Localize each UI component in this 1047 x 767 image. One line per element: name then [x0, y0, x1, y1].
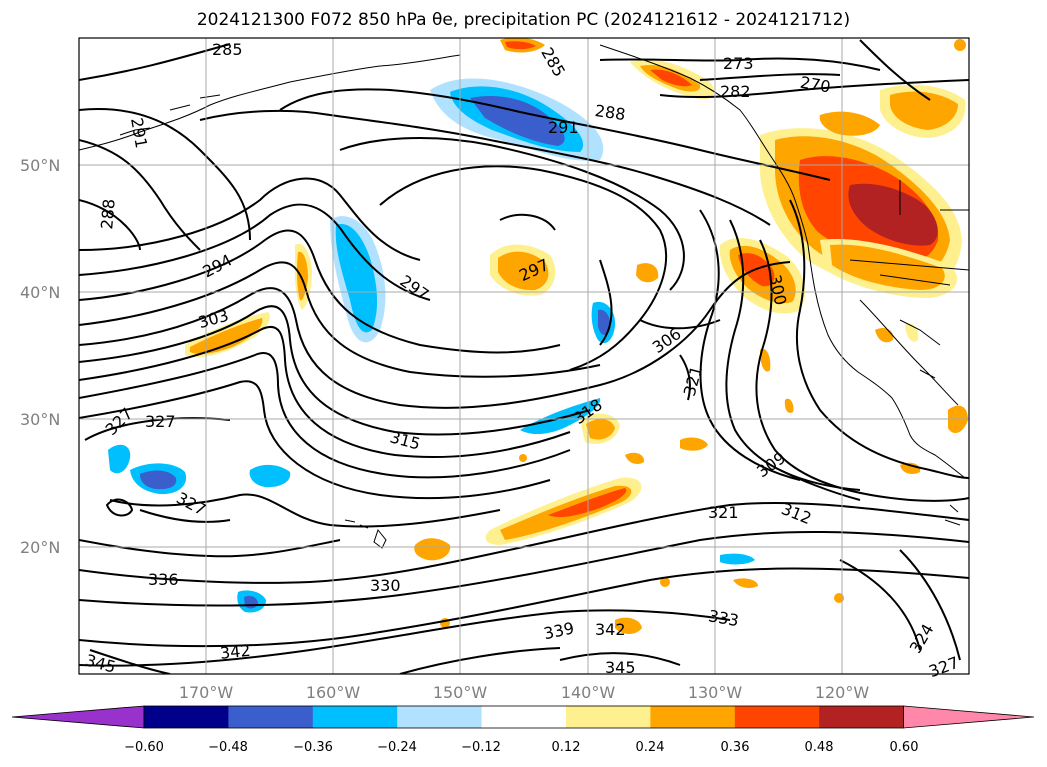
lon-tick-label: 130°W [688, 683, 743, 702]
colorbar: −0.60 −0.48 −0.36 −0.24 −0.12 0.12 0.24 … [11, 705, 1035, 755]
lat-tick-label: 30°N [20, 410, 60, 429]
colorbar-tick-label: 0.24 [636, 740, 665, 755]
colorbar-tick-label: −0.12 [461, 740, 501, 755]
colorbar-cell [819, 706, 905, 728]
colorbar-tick-label: −0.24 [377, 740, 417, 755]
lat-tick-label: 40°N [20, 283, 60, 302]
contour-label: 273 [723, 54, 754, 73]
graticule [79, 38, 969, 674]
contour-label: 294 [199, 250, 235, 281]
contour-label: 345 [83, 650, 117, 676]
contour-label: 321 [708, 503, 739, 522]
colorbar-cell [566, 706, 651, 728]
map-title: 2024121300 F072 850 hPa θe, precipitatio… [196, 10, 851, 30]
colorbar-tick-labels: −0.60 −0.48 −0.36 −0.24 −0.12 0.12 0.24 … [124, 740, 918, 755]
contour-label: 282 [720, 82, 751, 101]
contour-label: 285 [212, 40, 243, 59]
colorbar-cell [312, 706, 398, 728]
lon-tick-label: 120°W [815, 683, 870, 702]
contour-label: 342 [219, 641, 251, 663]
colorbar-outline [143, 705, 904, 729]
contour-label: 288 [97, 198, 119, 230]
colorbar-tick-label: −0.60 [124, 740, 164, 755]
colorbar-extend-low [11, 705, 145, 729]
contour-label: 291 [127, 116, 151, 149]
coastlines [79, 44, 969, 549]
contour-label: 327 [173, 488, 209, 519]
colorbar-cell [228, 706, 314, 728]
lat-tick-label: 50°N [20, 156, 60, 175]
colorbar-cells [11, 705, 1035, 729]
contour-label: 342 [595, 620, 626, 639]
contour-label: 333 [707, 606, 740, 630]
contour-label: 327 [926, 653, 961, 681]
lon-tick-label: 140°W [561, 683, 616, 702]
lon-tick-label: 170°W [179, 683, 234, 702]
lon-tick-label: 160°W [306, 683, 361, 702]
lon-tick-label: 150°W [433, 683, 488, 702]
contour-label: 345 [605, 658, 636, 677]
contour-label: 288 [594, 101, 627, 124]
contour-label: 291 [548, 118, 579, 137]
contour-label: 270 [799, 73, 832, 97]
colorbar-extend-high [903, 705, 1035, 729]
contour-label: 336 [148, 570, 179, 589]
precip-shading [108, 38, 968, 634]
contour-label: 339 [542, 618, 576, 643]
colorbar-tick-label: −0.48 [208, 740, 248, 755]
colorbar-cell [481, 706, 567, 728]
colorbar-tick-label: 0.60 [890, 740, 919, 755]
contour-label: 315 [388, 427, 422, 453]
colorbar-cell [397, 706, 483, 728]
colorbar-tick-label: 0.36 [721, 740, 750, 755]
colorbar-tick-label: 0.48 [805, 740, 834, 755]
latitude-labels: 50°N 40°N 30°N 20°N [20, 156, 60, 557]
colorbar-cell [650, 706, 736, 728]
lat-tick-label: 20°N [20, 538, 60, 557]
colorbar-cell [734, 706, 820, 728]
contour-label: 285 [537, 44, 569, 80]
colorbar-cell [144, 706, 229, 728]
colorbar-tick-label: −0.36 [293, 740, 333, 755]
theta-e-contours [79, 39, 969, 674]
longitude-labels: 170°W 160°W 150°W 140°W 130°W 120°W [179, 683, 870, 702]
map-frame [78, 37, 970, 675]
colorbar-tick-label: 0.12 [552, 740, 581, 755]
contour-label: 327 [145, 412, 176, 431]
contour-label: 330 [370, 576, 401, 595]
